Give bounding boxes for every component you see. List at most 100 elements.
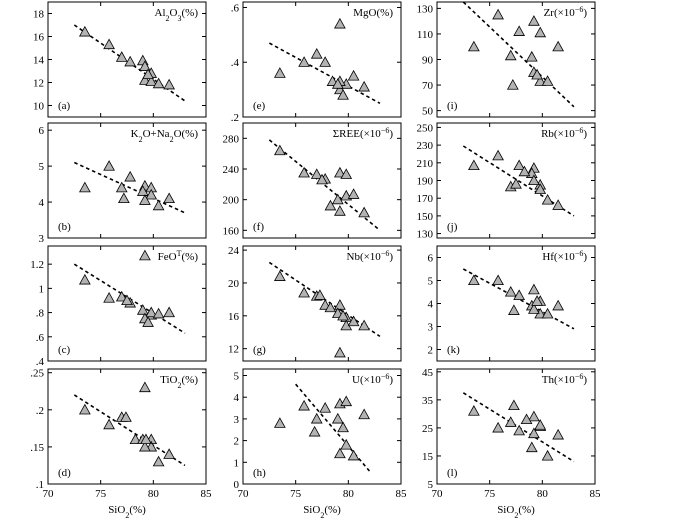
plot-frame	[242, 1, 402, 118]
data-point	[115, 290, 128, 302]
y-tick-label: 2	[234, 436, 240, 448]
data-point	[121, 294, 133, 306]
data-point	[273, 270, 286, 281]
y-tick-label: 3	[39, 233, 45, 245]
y-tick-label: 130	[417, 229, 434, 241]
data-point	[358, 206, 371, 218]
data-point	[145, 75, 158, 86]
y-tick-label: 12	[228, 344, 239, 356]
panel-title: Al2O3(%)	[155, 7, 199, 23]
data-point	[298, 166, 310, 178]
y-tick-label: 35	[422, 395, 434, 407]
y-tick-label: .15	[30, 442, 44, 454]
data-point	[528, 303, 540, 314]
y-tick-label: 4	[234, 392, 240, 404]
data-point	[145, 188, 158, 200]
plot-frame	[436, 368, 596, 485]
data-point	[552, 428, 565, 440]
data-point	[316, 173, 328, 185]
plot-frame	[47, 122, 207, 239]
trend-line	[462, 1, 575, 108]
panel-label: (l)	[447, 467, 458, 479]
y-tick-label: 130	[417, 3, 434, 15]
data-point	[152, 307, 165, 319]
data-point	[525, 50, 538, 62]
y-tick-label: 4	[428, 299, 434, 311]
data-point	[163, 78, 176, 90]
data-point	[140, 433, 152, 445]
data-point	[334, 166, 346, 178]
data-point	[467, 274, 480, 286]
panel-h: 70 75 80 85 0 1 2 3 4 5 U(×10−6) (h)	[234, 368, 407, 500]
data-point	[103, 418, 115, 430]
data-point	[124, 170, 137, 182]
x-tick-label: 85	[201, 488, 213, 500]
data-point	[331, 412, 344, 424]
x-tick-label: 85	[590, 488, 602, 500]
data-point	[513, 159, 526, 171]
panel-title: FeOT(%)	[158, 249, 199, 264]
plot-frame	[47, 245, 207, 362]
trend-line	[462, 268, 575, 330]
data-point	[552, 199, 565, 210]
data-point	[337, 421, 349, 433]
data-point	[358, 319, 371, 331]
y-tick-label: 280	[223, 133, 240, 145]
y-tick-label: 3	[234, 414, 240, 426]
y-tick-label: 24	[228, 245, 240, 257]
data-point	[340, 438, 353, 450]
data-point	[528, 283, 540, 295]
y-tick-label: 12	[33, 78, 44, 90]
panel-i: 50 70 90 110 130 Zr(×10−6) (i)	[417, 1, 596, 118]
trend-line	[462, 145, 575, 217]
panel-b: 3 4 5 6 K2O+Na2O(%) (b)	[39, 122, 207, 245]
data-point	[528, 174, 540, 186]
x-tick-label: 70	[432, 488, 444, 500]
data-point	[528, 410, 540, 422]
data-point	[139, 440, 151, 452]
data-point	[541, 193, 554, 205]
panel-title: TiO2(%)	[160, 374, 198, 390]
y-tick-label: 14	[33, 55, 45, 67]
data-point	[334, 447, 346, 459]
panel-j: 130 150 170 190 210 230 250 Rb(×10−6) (j)	[417, 122, 596, 241]
data-point	[78, 403, 91, 415]
x-tick-label: 80	[537, 488, 549, 500]
data-point	[467, 40, 480, 52]
data-point	[298, 286, 310, 298]
data-point	[136, 304, 149, 315]
panel-c: .4 .6 .8 1 1.2 FeOT(%) (c)	[30, 245, 207, 368]
data-point	[139, 249, 151, 261]
data-point	[541, 75, 554, 86]
data-point	[358, 80, 371, 92]
data-point	[139, 74, 151, 85]
data-point	[163, 448, 176, 459]
y-tick-label: 240	[223, 164, 240, 176]
x-tick-label: 70	[43, 488, 55, 500]
y-tick-label: 150	[417, 211, 434, 223]
panel-g: 12 16 20 24 Nb(×10−6) (g)	[228, 245, 402, 362]
data-point	[273, 67, 286, 78]
y-tick-label: 6	[428, 253, 434, 265]
data-point	[273, 144, 286, 156]
panel-label: (h)	[253, 467, 266, 479]
data-point	[508, 304, 520, 315]
panel-l: 70 75 80 85 5 15 25 35 45 Th(×10−6) (l)	[422, 367, 601, 500]
y-tick-label: 230	[417, 140, 434, 152]
trend-line	[268, 42, 381, 105]
trend-line	[73, 394, 186, 467]
data-point	[152, 77, 165, 89]
y-tick-label: .2	[36, 405, 44, 417]
data-point	[142, 68, 154, 80]
data-point	[129, 433, 142, 445]
plot-frame	[47, 368, 207, 485]
panel-label: (b)	[58, 221, 71, 233]
data-point	[103, 38, 115, 50]
panel-f: 160 200 240 280 ΣREE(×10−6) (f)	[223, 122, 402, 239]
data-point	[525, 441, 538, 453]
y-tick-label: .4	[36, 356, 45, 368]
data-point	[310, 168, 323, 179]
data-point	[510, 178, 522, 189]
data-point	[340, 168, 353, 179]
data-point	[314, 289, 326, 300]
